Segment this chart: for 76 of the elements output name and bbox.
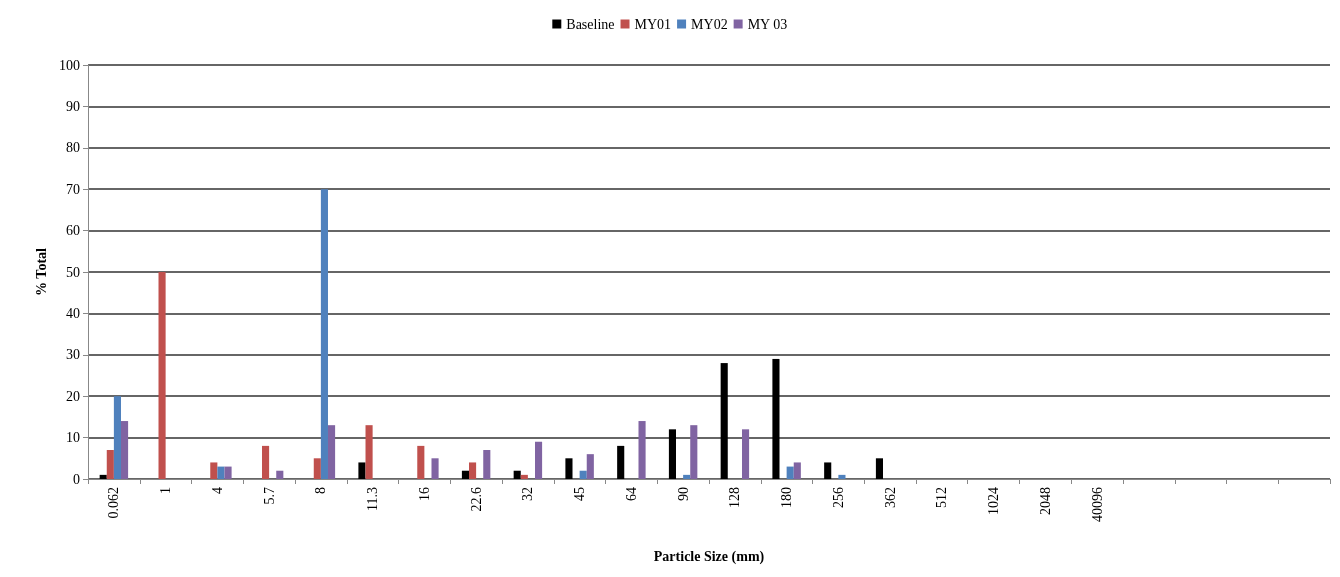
bar [120,421,129,479]
bar [417,445,425,479]
bar [690,425,698,479]
x-tick-label: 2048 [1037,487,1053,515]
bar [262,445,270,479]
x-tick-label: 128 [727,487,743,508]
bar [276,470,284,479]
bar [741,429,750,479]
bar [772,358,780,479]
x-tick-label: 256 [830,487,846,508]
bar [824,462,832,479]
x-tick-label: 22.6 [468,487,484,512]
bar [668,429,677,479]
x-tick-label: 16 [416,487,432,501]
legend-label: Baseline [566,16,615,32]
x-axis-title: Particle Size (mm) [653,548,765,565]
y-tick-label: 50 [66,264,80,280]
x-tick-label: 180 [779,487,795,508]
bar [720,363,728,479]
bar [358,462,366,479]
bar [786,466,794,479]
x-tick-label: 0.062 [106,487,122,519]
bar [365,425,373,479]
y-tick-label: 60 [66,223,80,239]
x-tick-label: 32 [520,487,536,501]
x-tick-label: 362 [882,487,898,508]
bar [469,462,477,479]
bar [210,462,218,479]
bar [875,458,884,479]
bar [579,470,587,479]
bar [313,458,321,479]
x-tick-label: 8 [313,487,329,494]
y-tick-label: 90 [66,98,80,114]
bar [617,445,625,479]
bar [327,425,336,479]
y-tick-label: 40 [66,305,80,321]
x-tick-label: 64 [623,487,639,501]
y-tick-label: 70 [66,181,80,197]
bar [683,474,691,479]
bar [513,470,521,479]
bar [431,458,439,479]
y-tick-label: 20 [66,388,80,404]
bar [838,474,846,479]
y-tick-label: 30 [66,347,80,363]
x-tick-label: 11.3 [365,487,381,511]
bar [638,421,646,479]
bar [320,189,328,479]
legend-label: MY02 [691,16,728,32]
bar [483,450,491,479]
x-tick-label: 1024 [986,487,1002,515]
bar [565,458,573,479]
bar [224,466,232,479]
legend-label: MY 03 [747,16,788,32]
bar [113,396,121,479]
x-tick-label: 5.7 [261,487,277,505]
bar [520,474,528,479]
bar [217,466,225,479]
y-tick-label: 0 [73,471,80,487]
bar [461,470,470,479]
x-tick-label: 40096 [1089,487,1105,522]
y-axis-title: % Total [33,247,49,296]
bar [586,454,594,479]
bar [158,272,166,479]
bar [534,441,543,479]
y-tick-label: 100 [59,57,80,73]
y-tick-label: 80 [66,140,80,156]
bar [793,462,801,479]
bar [99,474,107,479]
x-tick-label: 4 [209,487,225,494]
x-tick-label: 1 [158,487,174,494]
bar [106,450,114,479]
x-tick-label: 90 [675,487,691,501]
x-tick-label: 45 [572,487,588,501]
legend-label: MY01 [634,16,672,32]
x-tick-label: 512 [934,487,950,508]
y-tick-label: 10 [66,430,80,446]
